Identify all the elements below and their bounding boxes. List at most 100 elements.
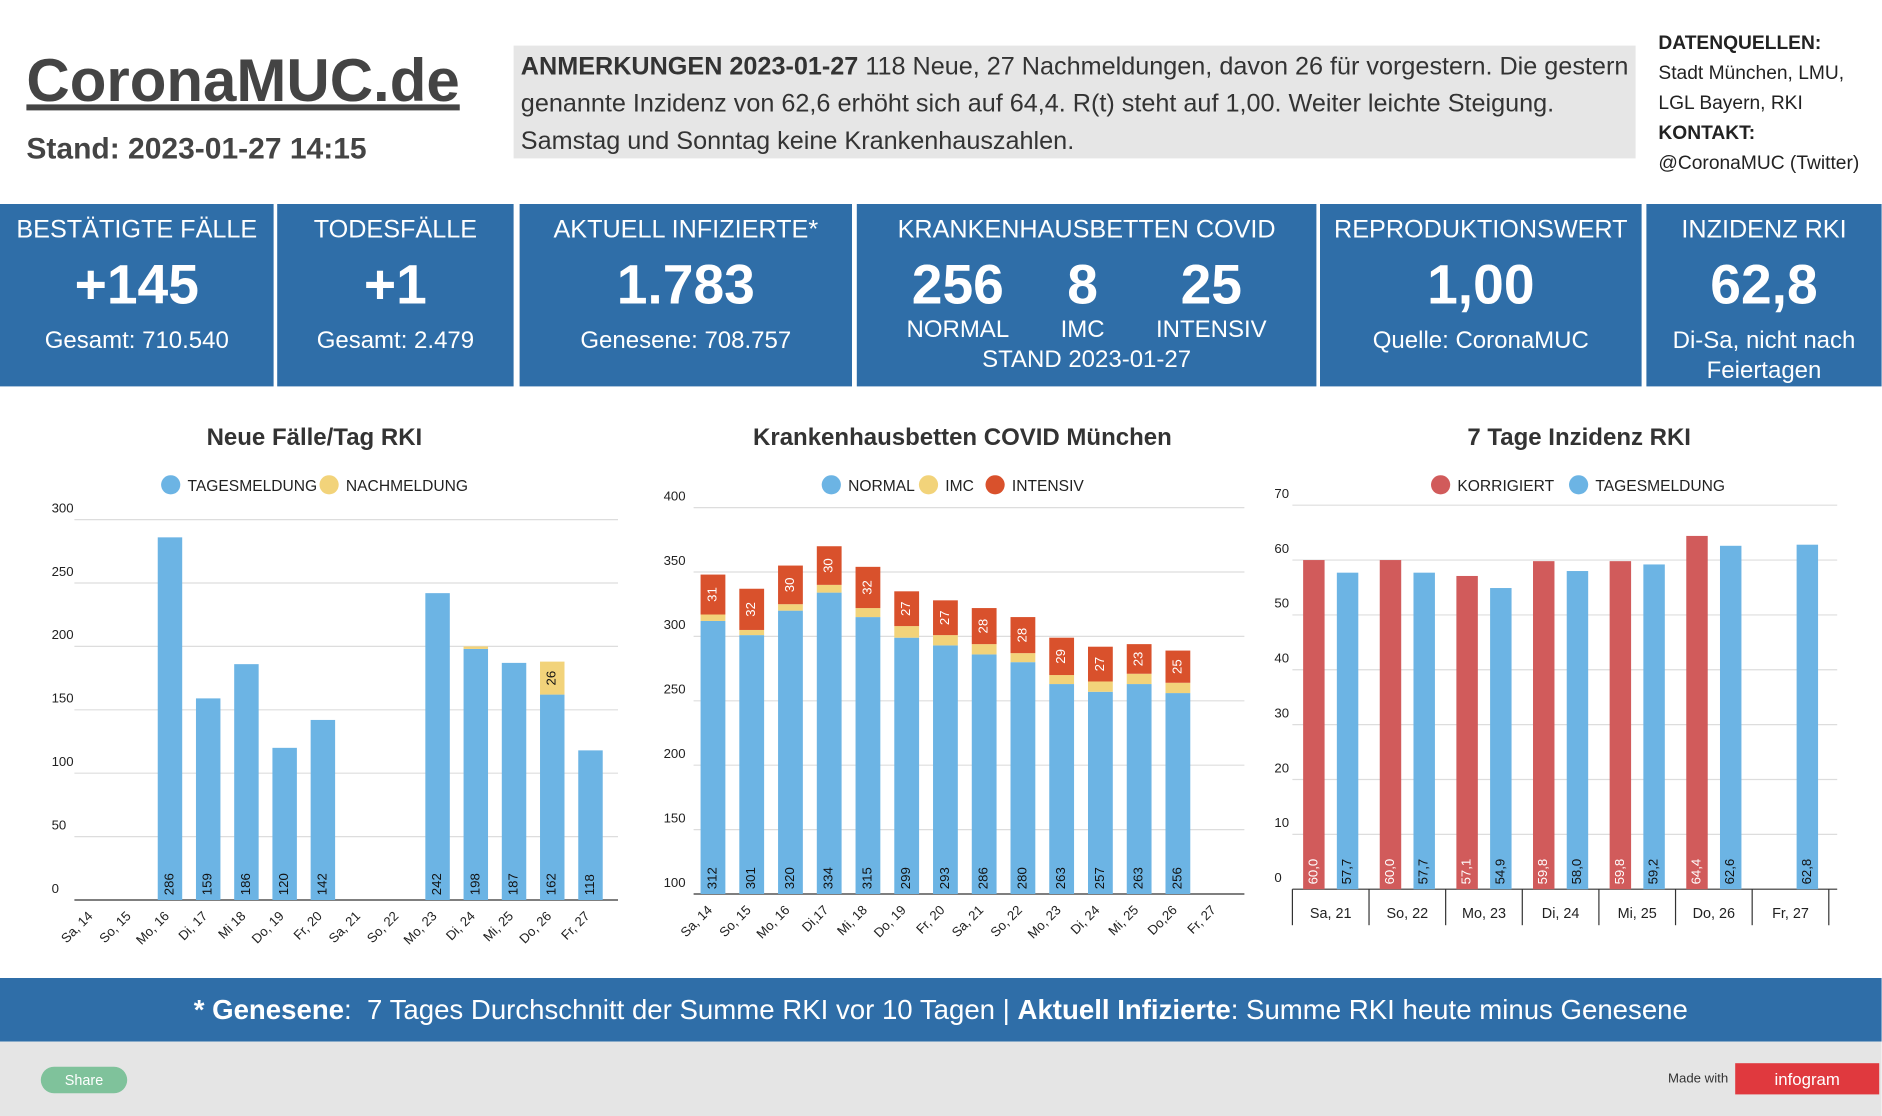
contact-label: KONTAKT:: [1658, 123, 1756, 144]
bar: [1088, 681, 1113, 692]
x-tick-label: Sa, 21: [949, 902, 987, 940]
bar: [1088, 646, 1113, 682]
bar: [1533, 561, 1555, 890]
kpi-item: 256 NORMAL: [906, 245, 1009, 345]
bar: [425, 593, 450, 901]
bar: [1165, 650, 1191, 683]
kpi-card: AKTUELL INFIZIERTE* 1.783 Genesene: 708.75…: [519, 204, 853, 387]
bar: [1088, 691, 1113, 895]
bar: [933, 635, 958, 646]
y-tick-label: 150: [52, 691, 74, 706]
kpi-value: 1.783: [616, 253, 755, 316]
value-label: 162: [544, 873, 559, 895]
kpi-multi: 256 NORMAL 8 IMC 25 INTENSIV: [857, 245, 1317, 345]
x-tick-label: Sa, 21: [1310, 906, 1352, 922]
value-label: 120: [276, 873, 291, 895]
value-label: 28: [1014, 628, 1029, 643]
bar: [1010, 653, 1036, 663]
value-label: 198: [467, 873, 482, 895]
bar: [1796, 544, 1819, 890]
bar: [463, 648, 489, 901]
legend-label: NACHMELDUNG: [346, 478, 468, 495]
legend-swatch: [161, 475, 181, 495]
legend-swatch: [821, 475, 841, 495]
y-tick-label: 70: [1274, 486, 1289, 501]
kpi-sub: Gesamt: 710.540: [44, 327, 229, 354]
legend-swatch: [985, 475, 1005, 495]
y-tick-label: 300: [52, 500, 74, 515]
value-label: 60,0: [1305, 859, 1320, 885]
bar: [1126, 644, 1152, 674]
bar: [1049, 675, 1075, 685]
value-label: 57,7: [1416, 859, 1431, 885]
value-label: 257: [1092, 867, 1107, 889]
bar: [1126, 684, 1152, 895]
bar: [1010, 662, 1036, 895]
legend-label: KORRIGIERT: [1457, 478, 1554, 495]
x-tick-label: Mo, 16: [753, 902, 792, 941]
kpi-card: INZIDENZ RKI 62,8 Di-Sa, nicht nach Feiert…: [1646, 204, 1882, 387]
kpi-title: TODESFÄLLE: [313, 216, 478, 244]
bar: [540, 661, 565, 695]
bar: [971, 654, 997, 895]
legend-swatch: [319, 475, 339, 495]
brand-logo[interactable]: infogram: [1735, 1063, 1880, 1095]
contact[interactable]: @CoronaMUC (Twitter): [1658, 153, 1860, 174]
x-tick-label: Mi, 25: [1618, 906, 1657, 922]
value-label: 27: [1092, 657, 1107, 672]
x-tick-label: Mo, 23: [401, 908, 440, 947]
footnote-part: * Genesene: [193, 993, 345, 1025]
y-tick-label: 250: [664, 682, 686, 697]
value-label: 286: [976, 867, 991, 889]
legend-label: TAGESMELDUNG: [1595, 478, 1725, 495]
value-label: 27: [898, 601, 913, 616]
kpi-value: 8: [1067, 253, 1098, 316]
bar: [1643, 564, 1665, 890]
value-label: 26: [544, 671, 559, 686]
value-label: 25: [1169, 659, 1184, 674]
sources: DATENQUELLEN: Stadt München, LMU, LGL Ba…: [1658, 29, 1868, 179]
value-label: 32: [859, 580, 874, 595]
y-tick-label: 300: [664, 617, 686, 632]
bar: [700, 574, 726, 615]
chart-title: Krankenhausbetten COVID München: [753, 424, 1172, 451]
footnote-part: : 7 Tages Durchschnitt der Summe RKI vor…: [344, 993, 1018, 1025]
value-label: 142: [314, 873, 329, 895]
bar: [1379, 560, 1402, 890]
value-label: 59,2: [1646, 859, 1661, 885]
kpi-title: INZIDENZ RKI: [1681, 216, 1847, 244]
bar: [778, 610, 803, 895]
share-button[interactable]: Share: [40, 1066, 128, 1094]
value-label: 28: [976, 619, 991, 634]
y-tick-label: 30: [1274, 705, 1289, 720]
value-label: 187: [506, 873, 521, 895]
kpi-card: KRANKENHAUSBETTEN COVID 256 NORMAL 8 IMC 2…: [856, 204, 1317, 387]
x-tick-label: So, 22: [987, 902, 1025, 940]
value-label: 60,0: [1382, 859, 1397, 885]
bar: [1336, 572, 1359, 890]
kpi-card: REPRODUKTIONSWERT 1,00 Quelle: CoronaMUC: [1320, 204, 1642, 387]
value-label: 263: [1131, 867, 1146, 889]
sources-label: DATENQUELLEN:: [1658, 33, 1822, 55]
kpi-value: 62,8: [1710, 253, 1818, 316]
value-label: 301: [743, 867, 758, 889]
value-label: 320: [782, 867, 797, 889]
bar: [310, 719, 336, 901]
kpi-value: 25: [1180, 253, 1243, 316]
bar: [501, 662, 527, 901]
value-label: 59,8: [1535, 859, 1550, 885]
kpi-item: 8 IMC: [1061, 245, 1105, 345]
value-label: 59,8: [1612, 859, 1627, 885]
y-tick-label: 60: [1274, 541, 1289, 556]
charts: Neue Fälle/Tag RKI TAGESMELDUNG NACHMELDUN…: [52, 424, 1838, 947]
bar: [272, 747, 297, 901]
x-tick-label: Mo, 16: [133, 908, 172, 947]
x-tick-label: Fr, 20: [291, 908, 325, 942]
site-title[interactable]: CoronaMUC.de: [26, 46, 460, 115]
bar: [1490, 588, 1512, 890]
kpi-sub: Di-Sa, nicht nach Feiertagen: [1672, 327, 1856, 384]
y-tick-label: 20: [1274, 760, 1289, 775]
y-tick-label: 400: [664, 488, 686, 503]
bar: [778, 565, 803, 605]
